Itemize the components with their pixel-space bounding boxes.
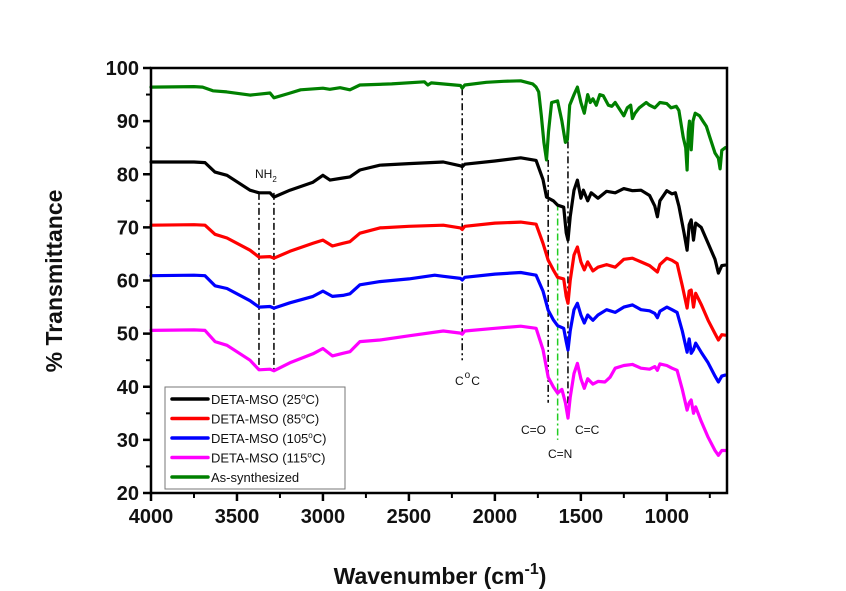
legend-label-main: As-synthesized [211,470,299,485]
x-tick-label: 4000 [129,506,174,528]
y-tick-label: 50 [117,324,139,346]
annotation-label-nh2: NH2 [255,167,277,184]
x-tick-label: 3500 [215,506,260,528]
legend-label: DETA-MSO (25oC) [211,392,319,407]
legend-label-tail: C) [306,392,320,407]
x-tick-label: 2500 [387,506,432,528]
legend-label-sup: o [301,412,306,421]
x-axis-title-sup: -1 [524,561,538,578]
y-tick-label: 20 [117,483,139,505]
legend-label: DETA-MSO (115oC) [211,451,326,466]
annotation-label-main: NH [255,167,272,181]
x-axis-title: Wavenumber (cm-1) [334,561,547,589]
series-layer [149,79,727,457]
annotation-label-imine: C=N [548,447,572,461]
y-axis-title: % Transmittance [41,190,67,373]
series-line-3 [149,324,727,457]
y-tick-label: 70 [117,217,139,239]
y-tick-label: 30 [117,430,139,452]
annotation-label-main: C [455,374,464,388]
annotation-label-main: C=O [521,423,546,437]
annotation-label-sup: o [465,370,471,381]
annotation-label-carbonyl: C=O [521,423,546,437]
legend-label-sup: o [307,451,312,460]
annotation-label-alkyne: CoC [455,370,480,388]
legend-label-tail: C) [312,451,326,466]
series-line-2 [149,270,727,384]
annotation-label-main: C=N [548,447,572,461]
legend-label-main: DETA-MSO (105 [211,431,308,446]
annotation-label-tail: C [471,374,480,388]
legend-label-main: DETA-MSO (115 [211,451,307,466]
y-tick-label: 100 [106,58,139,80]
legend-label-tail: C) [306,412,320,427]
annotation-lines [258,88,569,440]
series-line-0 [149,156,727,275]
x-tick-label: 2000 [473,506,518,528]
y-tick-label: 60 [117,271,139,293]
y-tick-label: 90 [117,111,139,133]
legend-label: DETA-MSO (85oC) [211,412,319,427]
x-tick-label: 1000 [645,506,690,528]
y-tick-label: 80 [117,164,139,186]
legend-label-tail: C) [313,431,327,446]
annotation-label-main: C=C [575,423,600,437]
y-tick-label: 40 [117,377,139,399]
annotation-label-sub: 2 [272,175,277,184]
x-tick-label: 3000 [301,506,346,528]
legend-label-sup: o [308,431,313,440]
legend-label-sup: o [301,392,306,401]
annotation-label-alkene: C=C [575,423,600,437]
legend-label-main: DETA-MSO (25 [211,392,301,407]
x-tick-label: 1500 [559,506,604,528]
series-line-4 [149,79,727,172]
legend-label: DETA-MSO (105oC) [211,431,326,446]
series-line-1 [149,220,727,342]
x-axis-title-tail: ) [539,563,547,589]
y-axis-ticks: 20 30 40 50 60 70 80 90 100 [106,58,151,505]
legend-label-main: DETA-MSO (85 [211,412,301,427]
x-axis-ticks: 4000 3500 3000 2500 2000 1500 1000 [129,493,711,528]
x-axis-title-main: Wavenumber (cm [334,563,525,589]
legend: DETA-MSO (25oC)DETA-MSO (85oC)DETA-MSO (… [164,386,346,490]
legend-label: As-synthesized [211,470,299,485]
